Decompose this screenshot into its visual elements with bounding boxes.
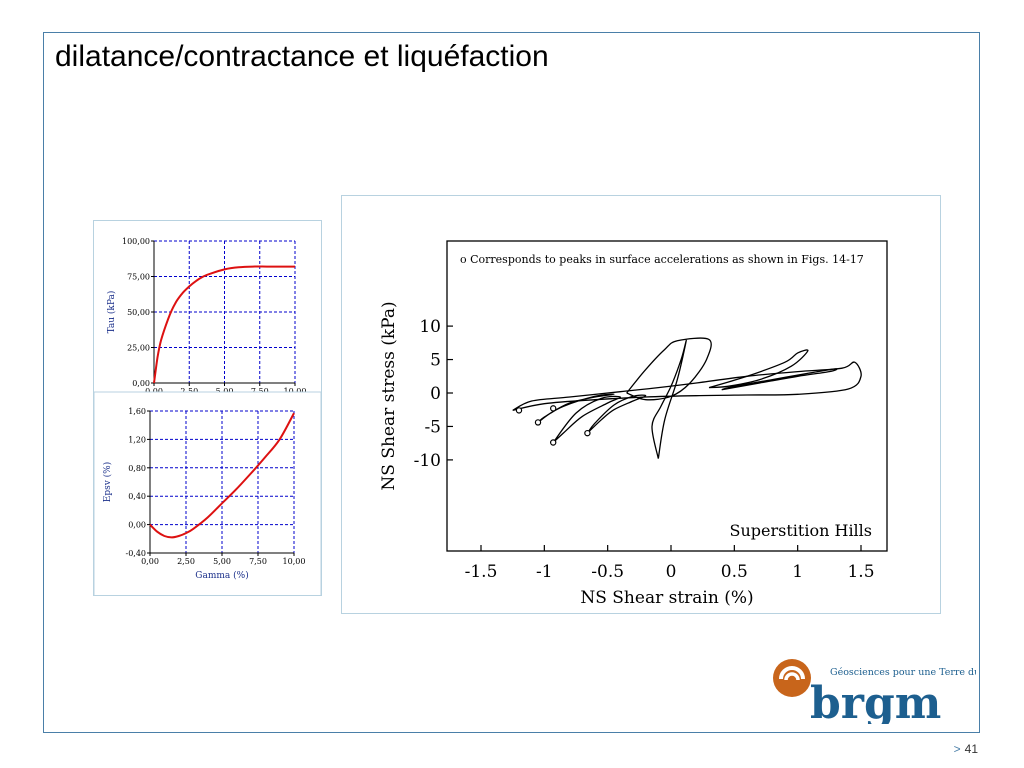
hysteresis-loop-7	[721, 368, 838, 391]
x-tick-label: 10,00	[283, 557, 306, 566]
hysteresis-chart: -1.5 -1 -0.5 0 0.5 1 1.5 -10 -5 0 5 10 NS Shear stre…	[379, 240, 888, 608]
brgm-logo-graphic: brgm Géosciences pour une Terre durable	[773, 659, 1006, 729]
hysteresis-chart-svg: -1.5 -1 -0.5 0 0.5 1 1.5 -10 -5 0 5 10 NS Shear stre…	[379, 240, 888, 608]
plot-frame	[446, 240, 888, 552]
y-tick-label: 1,20	[128, 435, 146, 444]
y-axis-label: Epsv (%)	[102, 462, 113, 502]
logo-orange-circle	[773, 659, 811, 697]
y-tick-label: -5	[424, 417, 441, 437]
series-line-0	[149, 412, 295, 539]
peak-marker-2	[549, 405, 557, 412]
x-axis-label: NS Shear strain (%)	[580, 588, 753, 608]
y-tick-label: -10	[414, 451, 441, 471]
y-tick-label: 50,00	[127, 308, 150, 317]
y-tick-label: 5	[430, 351, 441, 371]
x-tick-label: 1.5	[847, 562, 874, 582]
y-tick-label: 0,40	[128, 492, 146, 501]
small-chart-2: 0,00 2,50 5,00 7,50 10,00-0,400,000,400,801,…	[102, 407, 305, 581]
y-tick-label: 0,00	[128, 521, 146, 530]
hysteresis-loop-0	[512, 361, 862, 412]
x-tick-label: 0,00	[141, 557, 159, 566]
small-chart-1: 0,002,505,007,5010,000,0025,0050,0075,00…	[106, 237, 306, 396]
peak-marker-3	[549, 439, 557, 446]
peak-marker-4	[584, 429, 591, 437]
x-tick-label: 1	[792, 562, 803, 582]
series-line-0	[153, 265, 295, 384]
x-tick-label: 0	[666, 562, 677, 582]
hysteresis-loop-1	[651, 339, 687, 459]
logo-arc-inner	[784, 672, 800, 681]
peak-marker-1	[534, 419, 542, 426]
left-charts-svg: 0,00 2,50 5,00 7,50 10,00 0,00 25,00 50,00 75,00…	[93, 237, 322, 597]
legend-text: o Corresponds to peaks in surface accele…	[460, 253, 864, 266]
x-tick-label: -1	[536, 562, 553, 582]
x-tick-label: 0.5	[721, 562, 748, 582]
x-tick-label: 7,50	[249, 557, 267, 566]
footer-arrow: >	[953, 742, 961, 756]
chart-annotation: Superstition Hills	[730, 521, 872, 540]
slide-frame	[43, 32, 980, 733]
logo-wordmark: brgm	[810, 678, 941, 724]
y-tick-label: 0,00	[132, 379, 150, 388]
y-tick-label: 0,80	[128, 464, 146, 473]
y-tick-label: 0	[430, 384, 441, 404]
y-tick-label: 75,00	[127, 273, 150, 282]
slide-title: dilatance/contractance et liquéfaction	[55, 40, 549, 73]
x-tick-label: 2,50	[177, 557, 195, 566]
y-axis-label: Tau (kPa)	[106, 291, 117, 334]
y-axis-label: NS Shear stress (kPa)	[379, 301, 399, 490]
y-tick-label: 100,00	[122, 237, 150, 246]
hysteresis-chart-panel: -1.5 -1 -0.5 0 0.5 1 1.5 -10 -5 0 5 10 NS Shear stre…	[341, 195, 941, 614]
x-tick-label: -0.5	[591, 562, 624, 582]
x-tick-label: -1.5	[465, 562, 498, 582]
page-number: 41	[964, 742, 978, 756]
peak-marker-0	[515, 407, 523, 414]
hysteresis-loop-5	[586, 394, 647, 434]
hysteresis-loop-2	[626, 337, 712, 401]
x-axis-label: Gamma (%)	[195, 570, 248, 581]
left-charts-panel: 0,00 2,50 5,00 7,50 10,00 0,00 25,00 50,00 75,00…	[93, 220, 322, 597]
y-tick-label: 25,00	[127, 344, 150, 353]
hysteresis-loop-4	[552, 395, 621, 443]
brgm-logo: brgm Géosciences pour une Terre durable	[770, 652, 1006, 729]
slide-footer: >41	[954, 742, 978, 756]
x-tick-label: 5,00	[213, 557, 231, 566]
logo-arc-outer	[779, 666, 805, 680]
y-tick-label: -0,40	[125, 549, 146, 558]
y-tick-label: 10	[419, 317, 441, 337]
y-tick-label: 1,60	[128, 407, 146, 416]
hysteresis-loop-3	[708, 349, 809, 389]
logo-tagline: Géosciences pour une Terre durable	[830, 667, 976, 678]
